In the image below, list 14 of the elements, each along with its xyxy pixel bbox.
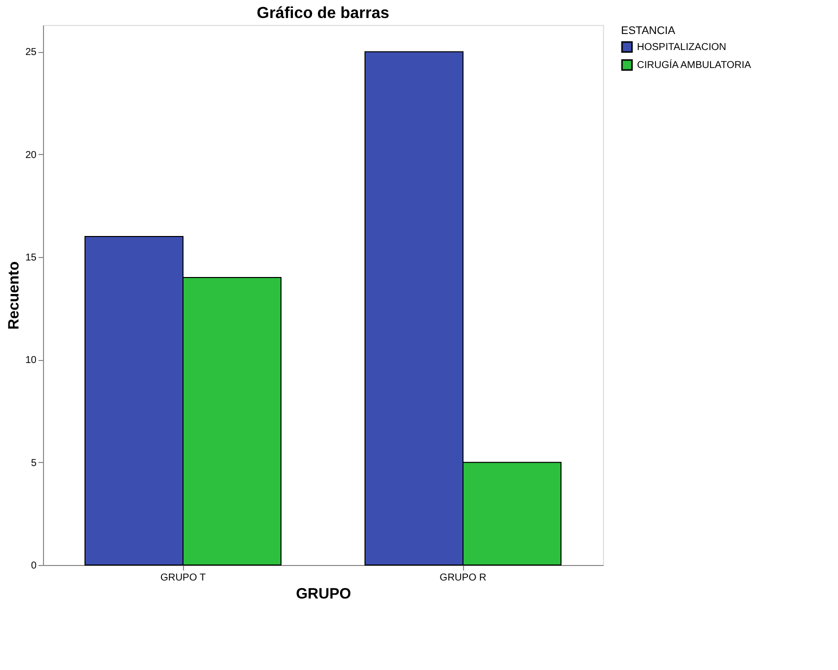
y-tick-label: 5 [30,458,37,469]
legend-label: HOSPITALIZACION [637,42,726,53]
x-axis-title: GRUPO [296,586,352,602]
legend-title: ESTANCIA [621,25,676,37]
y-tick-label: 10 [25,355,37,366]
y-tick-label: 25 [25,47,37,58]
x-tick-label: GRUPO R [440,572,486,584]
x-tick-label: GRUPO T [160,572,206,584]
y-tick-label: 20 [25,150,37,161]
chart-title: Gráfico de barras [256,5,390,22]
y-tick-label: 15 [25,252,37,264]
y-tick-label: 0 [30,560,37,572]
legend-label: CIRUGÍA AMBULATORIA [637,59,752,71]
y-axis-title: Recuento [5,261,22,330]
